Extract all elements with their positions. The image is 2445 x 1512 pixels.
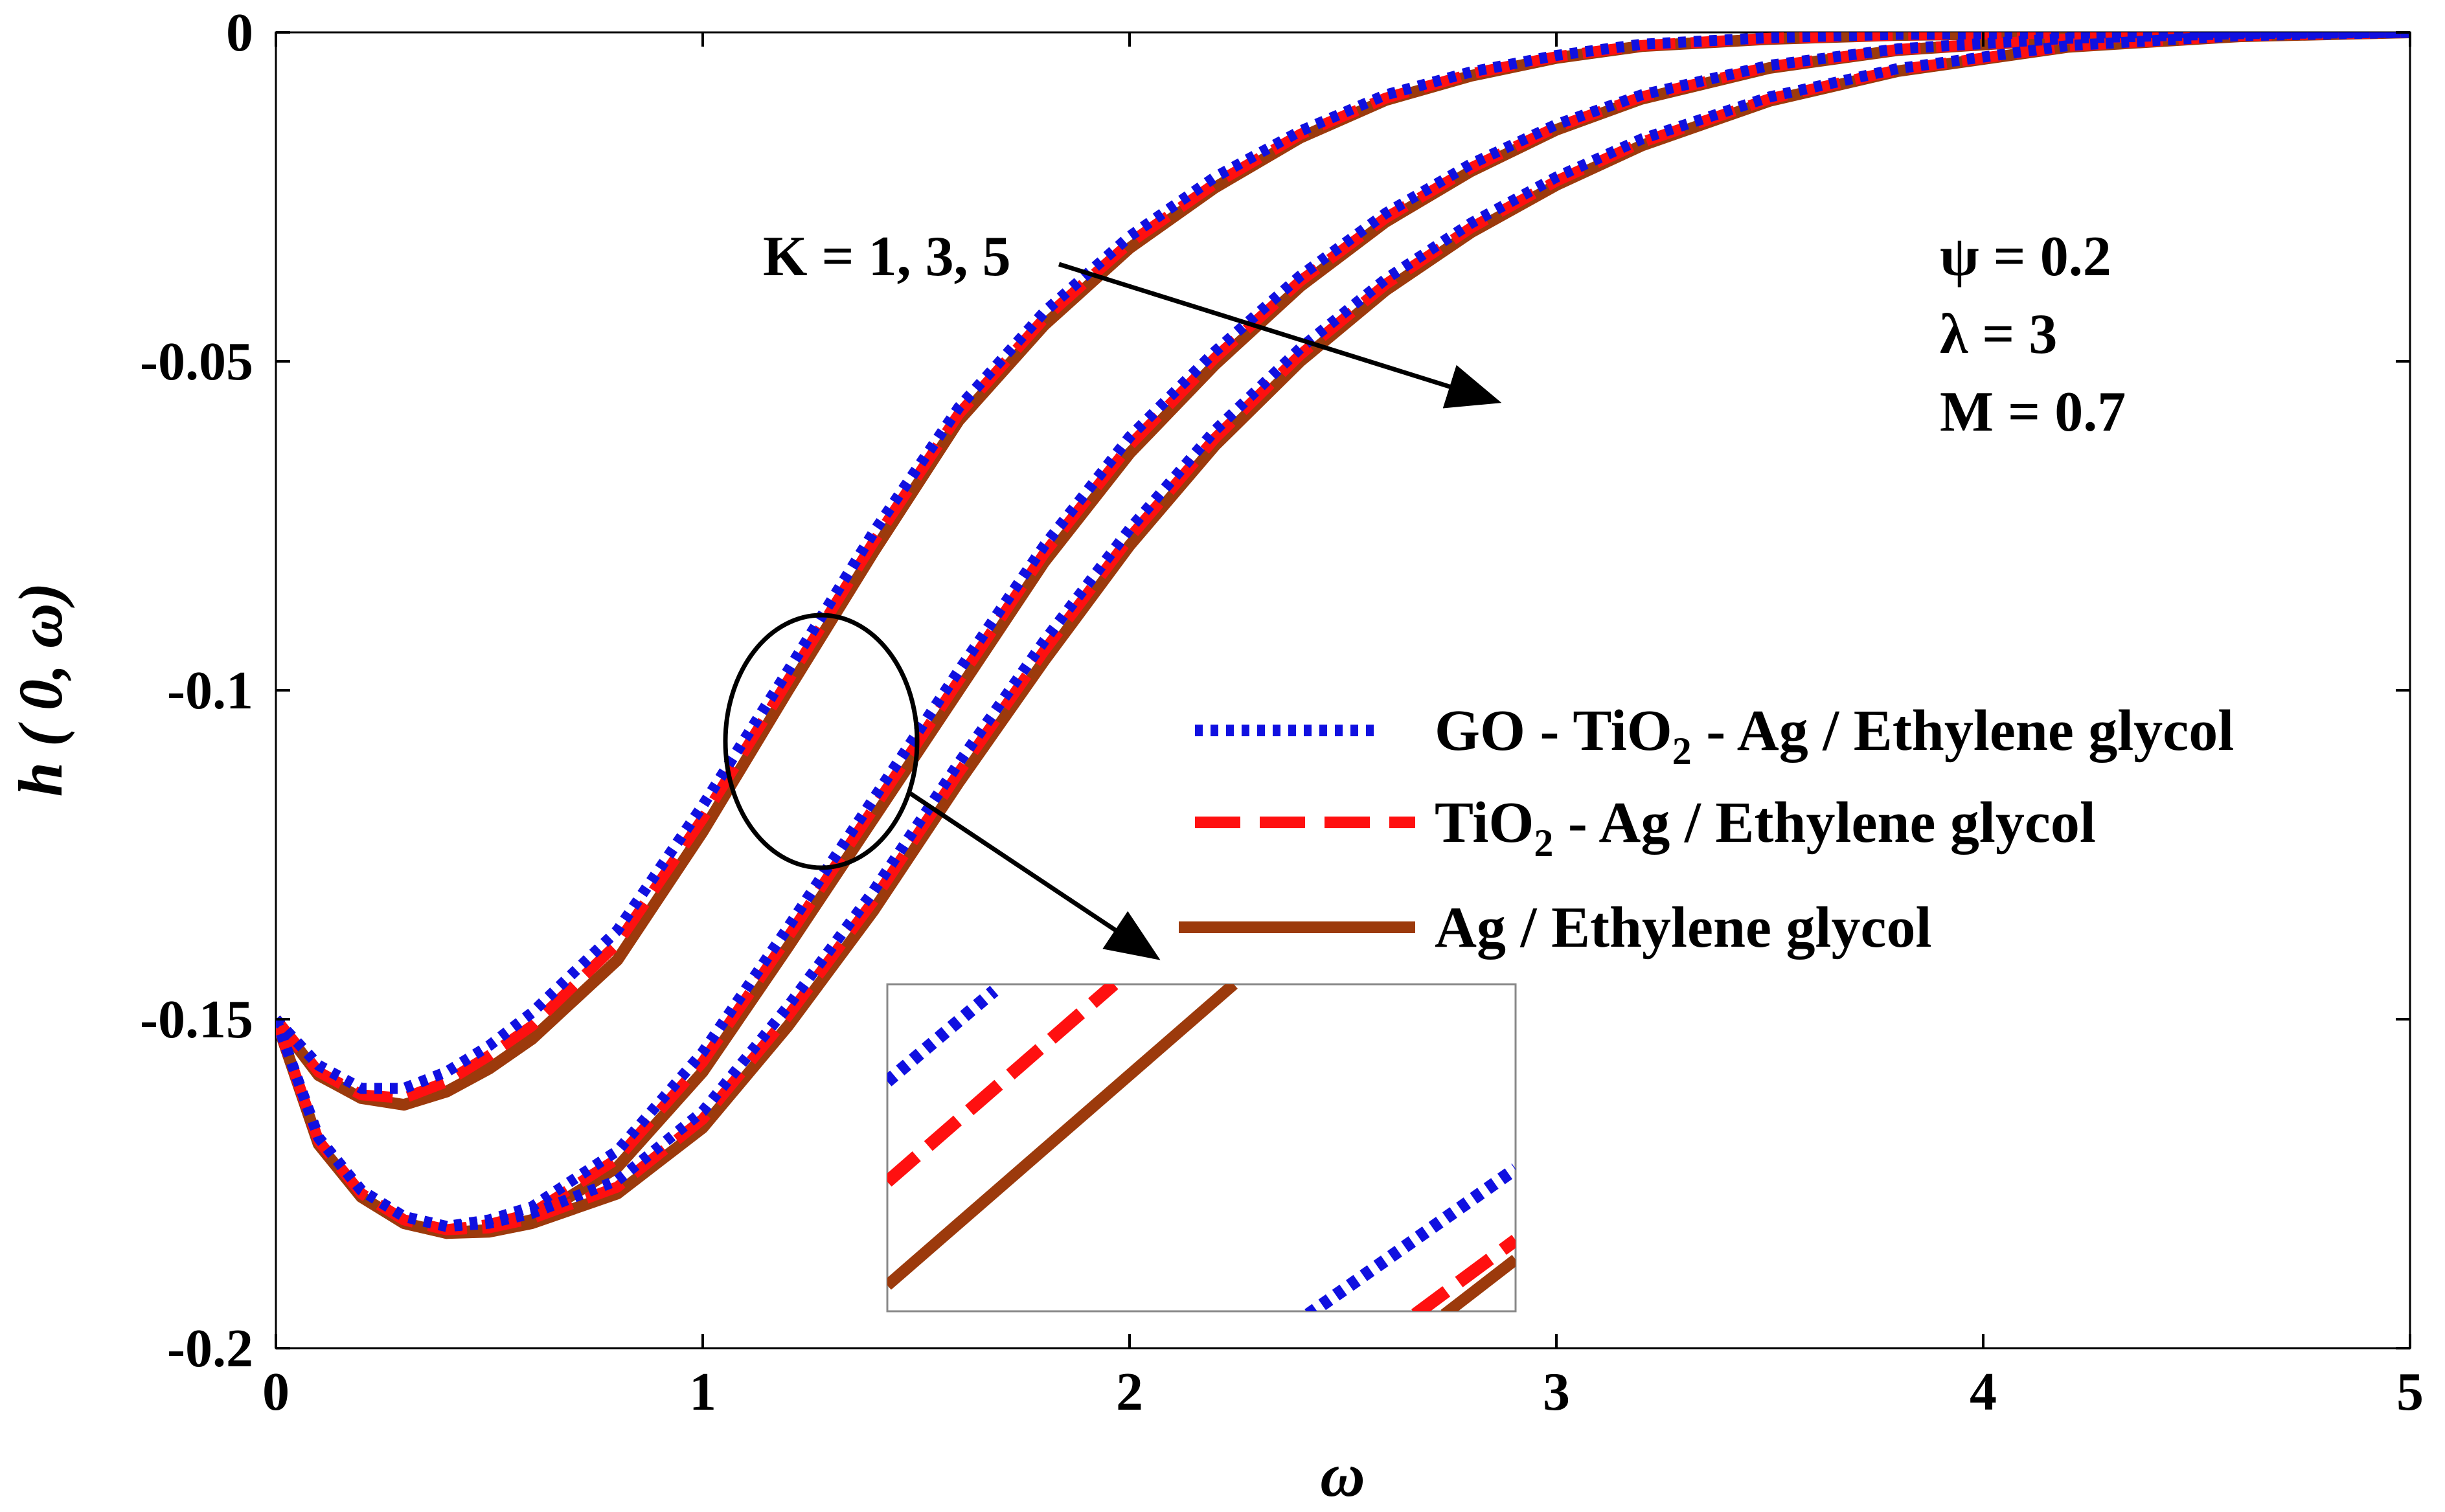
legend-label-tio2-ag: TiO2 - Ag / Ethylene glycol bbox=[1435, 791, 2096, 864]
legend: GO - TiO2 - Ag / Ethylene glycol TiO2 - … bbox=[1179, 699, 2234, 960]
y-tick-label: -0.05 bbox=[140, 332, 253, 392]
x-tick-label: 3 bbox=[1543, 1362, 1570, 1422]
inset-zoom bbox=[886, 983, 1517, 1313]
inset-frame bbox=[886, 983, 1517, 1313]
y-axis-label: h ( 0, ω) bbox=[6, 583, 75, 797]
param-psi: ψ = 0.2 bbox=[1940, 225, 2111, 288]
zoom-ellipse bbox=[723, 613, 920, 870]
x-tick-label: 4 bbox=[1970, 1362, 1997, 1422]
series-line-k1-dashed bbox=[276, 32, 2410, 1104]
x-tick-label: 1 bbox=[689, 1362, 716, 1422]
inset-line-red-upper bbox=[887, 984, 1119, 1187]
legend-label-go-tio2-ag: GO - TiO2 - Ag / Ethylene glycol bbox=[1435, 699, 2234, 773]
x-tick-label: 5 bbox=[2396, 1362, 2424, 1422]
inset-line-blue-upper bbox=[887, 986, 999, 1087]
series-line-k5-dotted bbox=[276, 32, 2410, 1232]
y-tick-label: -0.15 bbox=[140, 989, 253, 1050]
y-tick-label: -0.1 bbox=[167, 660, 253, 721]
zoom-arrow bbox=[909, 791, 1161, 960]
param-m: M = 0.7 bbox=[1940, 381, 2126, 444]
y-tick-label: 0 bbox=[226, 3, 253, 63]
series-layer bbox=[276, 32, 2410, 1239]
inset-line-red-lower bbox=[1411, 1234, 1516, 1311]
x-tick-label: 0 bbox=[262, 1362, 290, 1422]
k-arrow bbox=[1058, 262, 1502, 409]
inset-line-blue-lower bbox=[1304, 1163, 1516, 1311]
legend-label-ag: Ag / Ethylene glycol bbox=[1435, 896, 1931, 960]
tick-layer: 0 1 2 3 4 5 0 -0.05 -0.1 -0.15 -0.2 bbox=[140, 3, 2424, 1422]
param-lambda: λ = 3 bbox=[1940, 303, 2057, 366]
inset-line-brown-upper bbox=[887, 984, 1238, 1290]
series-line-k3-dotted bbox=[276, 32, 2410, 1232]
x-tick-label: 2 bbox=[1116, 1362, 1143, 1422]
k-annotation: K = 1, 3, 5 bbox=[763, 225, 1011, 288]
inset-line-brown-lower bbox=[1440, 1254, 1516, 1311]
x-axis-label: ω bbox=[1320, 1440, 1365, 1509]
y-tick-label: -0.2 bbox=[167, 1318, 253, 1379]
